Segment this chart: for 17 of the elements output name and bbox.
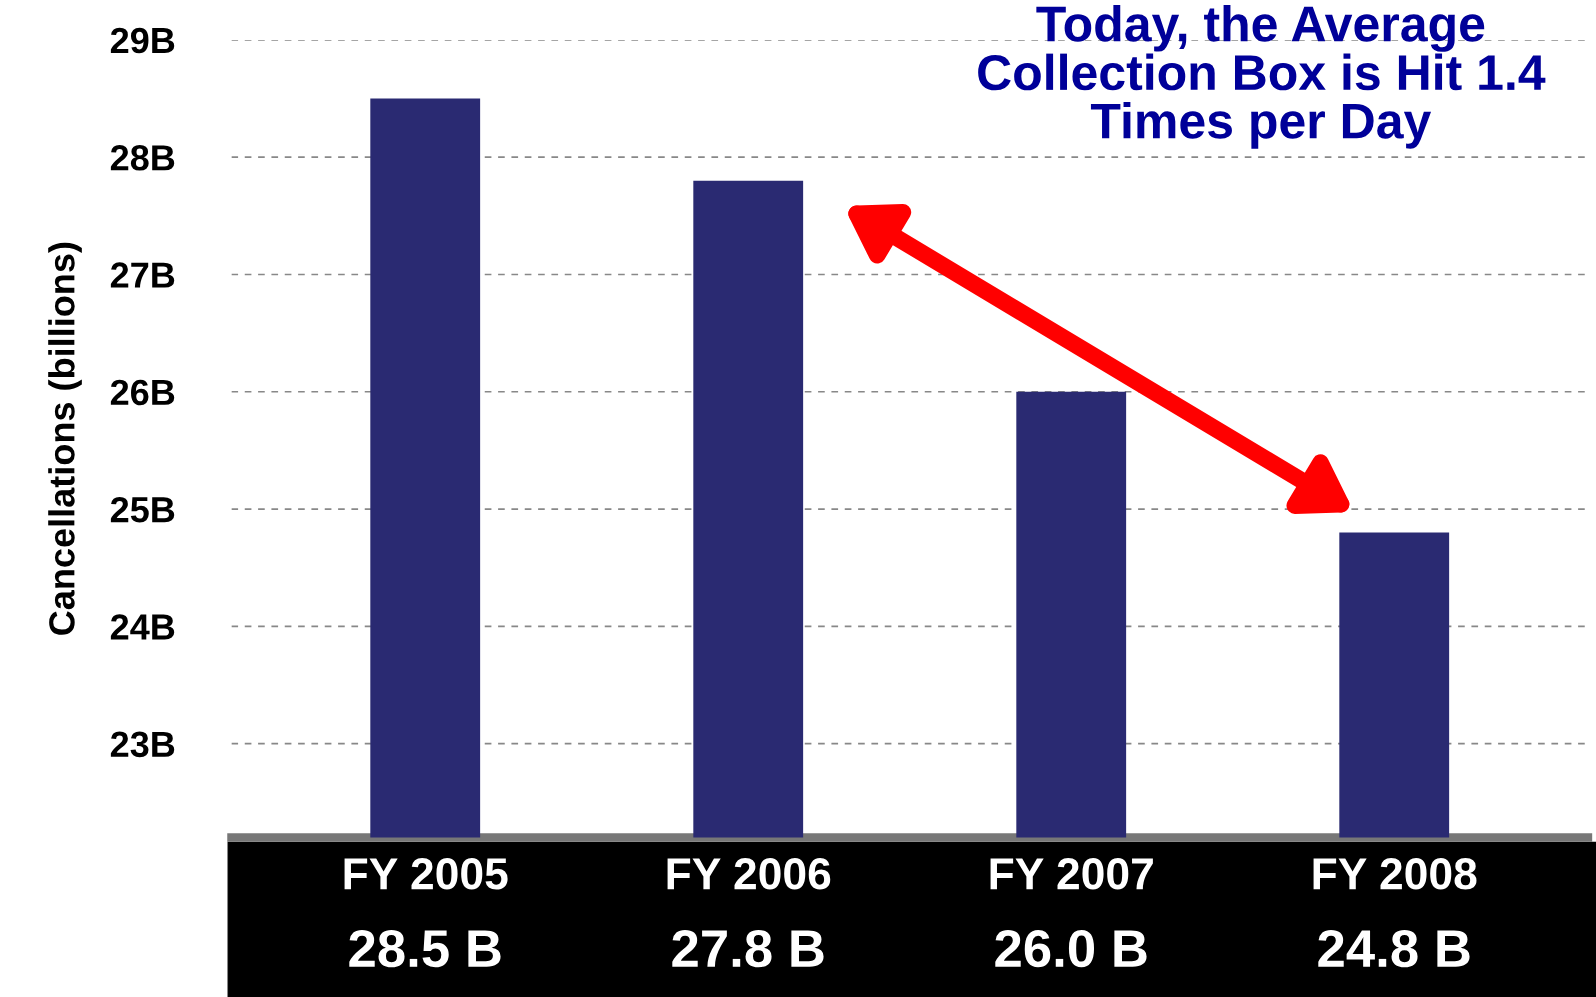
y-axis-title: Cancellations (billions) [48,242,82,635]
y-tick-label: 25B [110,496,175,523]
data-label: 27.8 B [672,929,824,968]
y-tick-label: 23B [110,731,175,758]
data-label: 24.8 B [1318,929,1470,968]
y-tick-label: 27B [110,262,175,288]
y-tick-label: 28B [110,145,175,171]
x-tick-label: FY 2006 [667,858,831,890]
y-tick-label: 24B [110,614,175,640]
y-tick-label: 26B [110,379,175,406]
data-label: 26.0 B [995,929,1147,968]
x-tick-label: FY 2008 [1313,858,1477,890]
data-label: 28.5 B [349,929,501,968]
x-tick-label: FY 2007 [990,858,1153,890]
chart-title: Today, the Average Collection Box is Hit 1.4 Times per Day [978,4,1546,149]
y-tick-label: 29B [110,27,175,54]
x-tick-label: FY 2005 [344,858,508,890]
